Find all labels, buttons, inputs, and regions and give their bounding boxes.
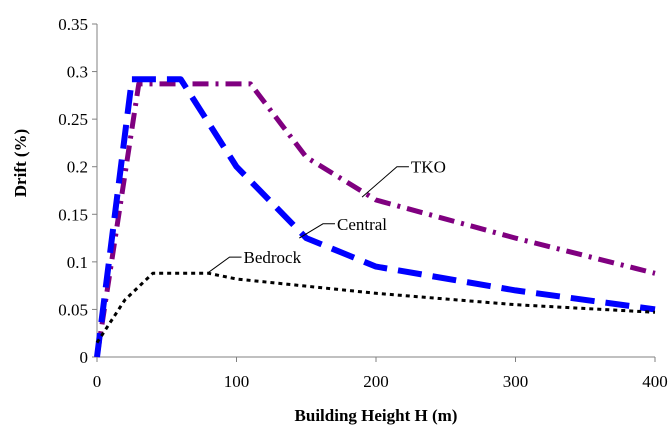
- series-line-central: [94, 76, 656, 358]
- x-tick-label: 100: [224, 372, 250, 391]
- y-tick-label: 0.05: [58, 300, 88, 319]
- y-tick-label: 0.2: [67, 158, 88, 177]
- annotation-label-bedrock: Bedrock: [244, 248, 302, 267]
- annotation-label-central: Central: [337, 215, 387, 234]
- x-tick-label: 400: [642, 372, 668, 391]
- annotation-leader-bedrock: [208, 256, 242, 273]
- x-tick-label: 0: [93, 372, 102, 391]
- x-tick-label: 300: [503, 372, 529, 391]
- annotation-leader-central: [299, 223, 335, 239]
- annotation-leader-tko: [361, 166, 409, 198]
- y-tick-label: 0.15: [58, 205, 88, 224]
- y-tick-label: 0.1: [67, 253, 88, 272]
- y-tick-label: 0: [80, 348, 89, 367]
- y-tick-label: 0.3: [67, 63, 88, 82]
- annotation-layer: TKO Central Bedrock: [208, 158, 446, 273]
- series-layer: [94, 76, 656, 358]
- series-line-tko: [94, 81, 656, 358]
- y-tick-label: 0.25: [58, 110, 88, 129]
- y-axis-title: Drift (%): [11, 129, 30, 197]
- x-axis-title: Building Height H (m): [295, 406, 458, 425]
- annotation-label-tko: TKO: [411, 158, 446, 177]
- y-tick-label: 0.35: [58, 15, 88, 34]
- axes: 0 0.05 0.1 0.15 0.2 0.25 0.3 0.35 0 100 200 300 400: [58, 15, 668, 391]
- series-line-bedrock: [95, 271, 656, 344]
- x-tick-label: 200: [363, 372, 389, 391]
